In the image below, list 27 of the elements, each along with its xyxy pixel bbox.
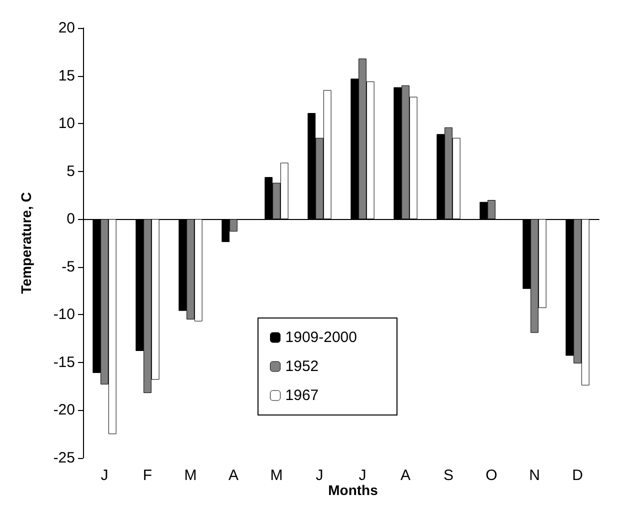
- x-tick-label: M: [184, 467, 197, 484]
- x-tick-label: S: [443, 467, 454, 484]
- x-axis-title: Months: [328, 482, 378, 498]
- y-tick-label: 15: [58, 67, 75, 84]
- y-tick-label: -20: [53, 402, 75, 419]
- x-tick-label: A: [228, 467, 239, 484]
- x-tick-label: A: [400, 467, 411, 484]
- legend-label: 1967: [285, 387, 319, 404]
- y-axis-title: Temperature, C: [18, 192, 34, 294]
- y-tick-label: -25: [53, 450, 75, 466]
- x-tick-label: F: [142, 467, 152, 484]
- y-tick-label: -5: [62, 258, 75, 276]
- y-tick-label: -15: [53, 354, 75, 371]
- x-tick-label: O: [486, 467, 498, 484]
- x-tick-label: D: [572, 467, 584, 484]
- y-tick-label: 20: [58, 20, 75, 36]
- x-tick-label: J: [358, 467, 366, 484]
- x-tick-label: N: [529, 467, 540, 484]
- y-tick-label: 10: [58, 115, 75, 132]
- x-tick-label: J: [100, 467, 108, 484]
- x-tick-label: J: [316, 467, 324, 484]
- x-tick-label: M: [270, 467, 283, 484]
- legend-label: 1909-2000: [285, 329, 357, 346]
- legend-label: 1952: [285, 358, 319, 375]
- y-tick-label: 0: [66, 210, 75, 228]
- y-tick-label: -10: [53, 306, 75, 324]
- y-tick-label: 5: [66, 162, 75, 180]
